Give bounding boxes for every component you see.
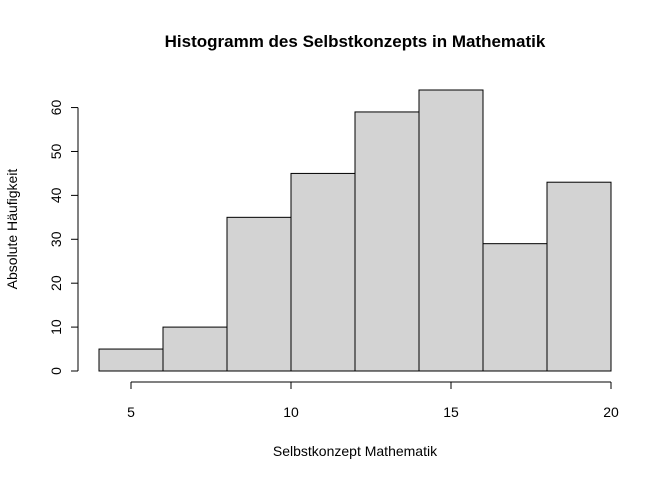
histogram-bar-3	[226, 216, 292, 372]
histogram-bar-8	[546, 181, 612, 372]
histogram-bar-2	[162, 326, 228, 372]
histogram-bar-7	[482, 243, 548, 372]
y-axis-label: Absolute Häufigkeit	[4, 169, 20, 290]
y-tick-label-30: 30	[48, 231, 64, 247]
y-tick-label-60: 60	[48, 100, 64, 116]
y-axis: 0 10 20 30 40 50 60	[48, 100, 79, 375]
x-tick-label-20: 20	[603, 404, 619, 420]
chart-title: Histogramm des Selbstkonzepts in Mathema…	[165, 32, 546, 51]
histogram-bar-4	[290, 172, 356, 372]
y-tick-label-0: 0	[48, 367, 64, 375]
bars-group	[98, 89, 612, 372]
x-tick-label-10: 10	[283, 404, 299, 420]
histogram-bar-1	[98, 348, 164, 372]
x-tick-label-15: 15	[443, 404, 459, 420]
y-tick-label-40: 40	[48, 187, 64, 203]
histogram-bar-5	[354, 111, 420, 372]
x-axis-label: Selbstkonzept Mathematik	[273, 443, 438, 459]
y-tick-label-10: 10	[48, 319, 64, 335]
y-tick-label-20: 20	[48, 275, 64, 291]
x-axis: 5 10 15 20	[127, 381, 619, 420]
histogram-bar-6	[418, 89, 484, 372]
y-tick-label-50: 50	[48, 143, 64, 159]
x-tick-label-5: 5	[127, 404, 135, 420]
